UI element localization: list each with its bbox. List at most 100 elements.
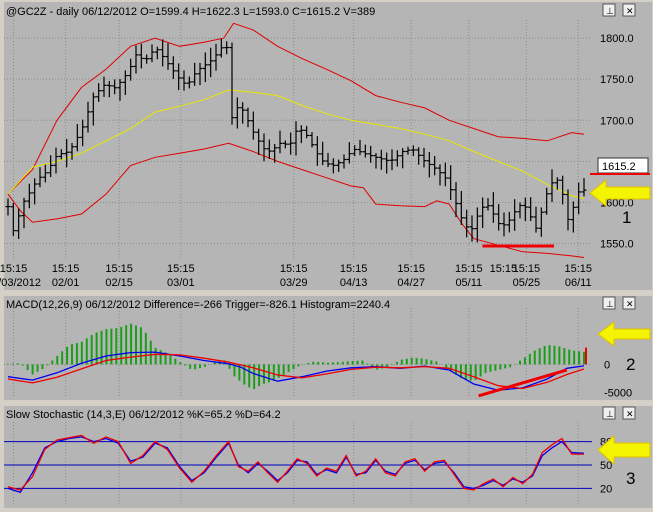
price-ytick-label: 1750.0 — [600, 74, 634, 86]
ohlc-bar — [10, 203, 16, 236]
ohlc-bar — [533, 206, 539, 233]
ohlc-bar — [325, 152, 331, 168]
ohlc-bar — [138, 43, 144, 69]
macd-chart: MACD(12,26,9) 06/12/2012 Difference=-266… — [2, 294, 653, 402]
ohlc-bar — [346, 142, 352, 164]
ohlc-bar — [218, 38, 224, 58]
ohlc-bar — [240, 102, 246, 124]
ohlc-bar — [149, 44, 155, 63]
stoch-pin-button[interactable]: ⊥ — [602, 406, 616, 420]
ohlc-bar — [128, 58, 134, 81]
ohlc-bar — [42, 164, 48, 183]
stoch-pct-d-line — [7, 434, 584, 491]
price-xtick-time: 15:15 — [52, 263, 80, 275]
ohlc-bar — [378, 149, 384, 170]
ohlc-bar — [426, 152, 432, 178]
ohlc-bar — [181, 70, 187, 91]
price-xtick-time: 15:15 — [105, 263, 133, 275]
ohlc-bar — [21, 197, 27, 229]
pin-icon: ⊥ — [606, 7, 614, 17]
ohlc-bar — [261, 133, 267, 162]
ohlc-bar — [373, 153, 379, 169]
ohlc-bar — [453, 182, 459, 218]
ohlc-bar — [357, 139, 363, 156]
trend-annotation-line — [478, 368, 568, 398]
ohlc-bar — [400, 148, 406, 169]
macd-panel: MACD(12,26,9) 06/12/2012 Difference=-266… — [0, 294, 653, 402]
ohlc-bar — [565, 189, 571, 231]
pin-button[interactable]: ⊥ — [602, 3, 616, 17]
ohlc-bar — [368, 145, 374, 163]
price-xtick-time: 15:15 — [167, 263, 195, 275]
bollinger-upper-band — [7, 22, 585, 195]
ohlc-bar — [69, 142, 75, 160]
ohlc-bar — [224, 41, 230, 55]
price-xtick-date: 04/27 — [397, 277, 425, 289]
price-xtick-time: 15:15 — [455, 263, 483, 275]
ohlc-bar — [48, 155, 54, 178]
ohlc-bar — [538, 207, 544, 237]
price-xtick-time: 15:15 — [280, 263, 308, 275]
price-xtick-time: 15:15 — [397, 263, 425, 275]
price-xtick-time: 15:15 — [490, 263, 518, 275]
ohlc-bar — [288, 132, 294, 155]
ohlc-bar — [64, 138, 70, 168]
arrow-left-icon — [589, 178, 651, 208]
ohlc-bar — [581, 178, 587, 197]
price-xtick-time: 15:15 — [340, 263, 368, 275]
ohlc-bar — [528, 197, 534, 222]
ohlc-bar — [197, 62, 203, 86]
ohlc-bar — [74, 123, 80, 152]
bollinger-middle-band — [7, 89, 585, 199]
stochastic-chart: Slow Stochastic (14,3,E) 06/12/2012 %K=6… — [2, 404, 653, 510]
stoch-pct-k-line — [7, 436, 585, 494]
ohlc-bar — [469, 215, 475, 242]
price-ytick-label: 1800.0 — [600, 33, 634, 45]
ohlc-bar — [186, 76, 192, 89]
price-xtick-date: 03/29 — [280, 277, 308, 289]
ohlc-bar — [432, 155, 438, 176]
price-xtick-date: 02/15 — [105, 277, 133, 289]
ohlc-bar — [192, 62, 198, 86]
ohlc-bar — [80, 119, 86, 147]
ohlc-bar — [517, 202, 523, 219]
ohlc-bar — [106, 81, 112, 98]
stochastic-panel: Slow Stochastic (14,3,E) 06/12/2012 %K=6… — [0, 404, 653, 510]
close-icon: ✕ — [626, 410, 634, 420]
callout-label-3: 3 — [626, 469, 635, 488]
ohlc-bar — [117, 79, 123, 101]
ohlc-bar — [154, 46, 160, 60]
price-xtick-date: 05/25 — [513, 277, 541, 289]
stoch-close-button[interactable]: ✕ — [622, 406, 636, 420]
ohlc-bar — [133, 45, 139, 74]
close-button[interactable]: ✕ — [622, 3, 636, 17]
price-title-bar — [4, 2, 652, 20]
ohlc-bar — [501, 212, 507, 237]
price-xtick-date: 05/11 — [455, 277, 482, 289]
price-xtick-time: 15:15 — [564, 263, 592, 275]
ohlc-bar — [490, 192, 496, 223]
ohlc-bar — [293, 121, 299, 156]
ohlc-bar — [314, 136, 320, 166]
ohlc-bar — [560, 175, 566, 205]
ohlc-bar — [554, 177, 560, 190]
ohlc-bar — [570, 201, 576, 233]
price-ytick-label: 1600.0 — [600, 197, 634, 209]
stoch-ytick-label: 50 — [600, 460, 612, 472]
macd-panel-title: MACD(12,26,9) 06/12/2012 Difference=-266… — [6, 299, 390, 311]
pin-icon: ⊥ — [606, 300, 614, 310]
arrow-annotation-2: 2 — [597, 321, 651, 374]
current-price-marker: 1615.2 — [590, 157, 650, 175]
price-xtick-date: 06/11 — [565, 277, 592, 289]
ohlc-bar — [298, 125, 304, 144]
ohlc-bar — [549, 169, 555, 203]
macd-close-button[interactable]: ✕ — [622, 296, 636, 310]
ohlc-bar — [320, 141, 326, 166]
price-xtick-time: 15:15 — [513, 263, 541, 275]
ohlc-bar — [458, 190, 464, 226]
ohlc-bar — [245, 107, 251, 128]
ohlc-bar — [170, 56, 176, 79]
macd-pin-button[interactable]: ⊥ — [602, 296, 616, 310]
ohlc-bar — [389, 149, 395, 171]
ohlc-bar — [496, 204, 502, 231]
